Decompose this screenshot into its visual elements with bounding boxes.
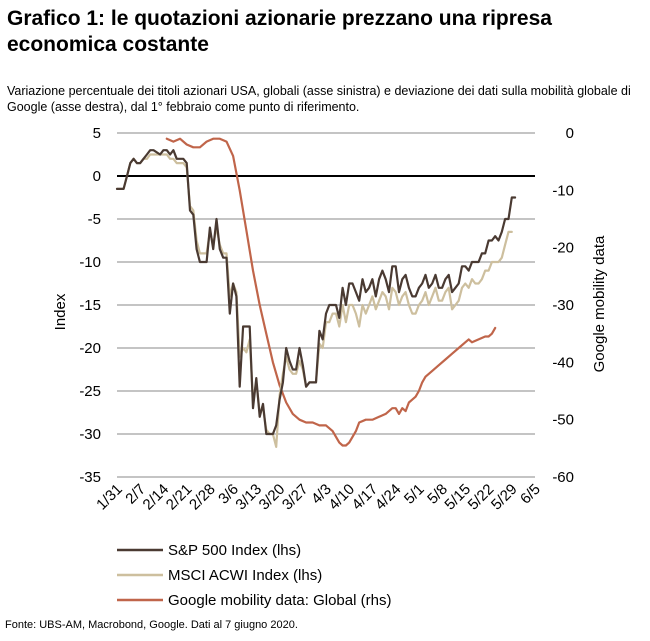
y-tick-label: -5 [88, 211, 101, 228]
x-tick-label: 3/27 [279, 481, 312, 514]
y2-tick-label: -10 [552, 182, 574, 199]
x-tick-label: 5/29 [488, 481, 521, 514]
x-axis: 1/312/72/142/212/283/63/133/203/274/34/1… [93, 481, 544, 514]
x-tick-label: 4/24 [372, 481, 405, 514]
chart-title: Grafico 1: le quotazioni azionarie prezz… [7, 7, 552, 56]
y-tick-label: -10 [79, 254, 101, 271]
x-tick-label: 5/1 [401, 481, 428, 508]
y2-tick-label: -50 [552, 412, 574, 429]
y2-tick-label: -20 [552, 240, 574, 257]
y-tick-label: -35 [79, 469, 101, 486]
grid-lines [117, 132, 535, 478]
y2-axis-label: Google mobility data [591, 235, 608, 372]
y-axis-left: 5 0 -5 -10 -15 -20 -25 -30 -35 [79, 125, 101, 486]
y-tick-label: -30 [79, 426, 101, 443]
y2-tick-label: 0 [566, 125, 574, 142]
y-tick-label: -20 [79, 340, 101, 357]
y2-tick-label: -30 [552, 297, 574, 314]
x-tick-label: 6/5 [517, 481, 544, 508]
y-tick-label: 5 [93, 125, 101, 142]
series-line-1 [115, 149, 517, 436]
legend: S&P 500 Index (lhs) MSCI ACWI Index (lhs)… [117, 542, 391, 609]
series-line-3 [165, 137, 497, 447]
legend-label: S&P 500 Index (lhs) [168, 542, 301, 559]
x-tick-label: 2/28 [186, 481, 219, 514]
y-axis-label: Index [52, 293, 69, 330]
series-line-2 [115, 153, 513, 448]
series-lines [115, 137, 517, 448]
y-tick-label: -25 [79, 383, 101, 400]
source-note: Fonte: UBS-AM, Macrobond, Google. Dati a… [5, 619, 298, 631]
y2-tick-label: -40 [552, 354, 574, 371]
legend-label: Google mobility data: Global (rhs) [168, 592, 391, 609]
y2-tick-label: -60 [552, 469, 574, 486]
y-axis-right: 0 -10 -20 -30 -40 -50 -60 [552, 125, 574, 486]
y-tick-label: 0 [93, 168, 101, 185]
chart-subtitle: Variazione percentuale dei titoli aziona… [7, 84, 631, 114]
y-tick-label: -15 [79, 297, 101, 314]
legend-label: MSCI ACWI Index (lhs) [168, 567, 322, 584]
